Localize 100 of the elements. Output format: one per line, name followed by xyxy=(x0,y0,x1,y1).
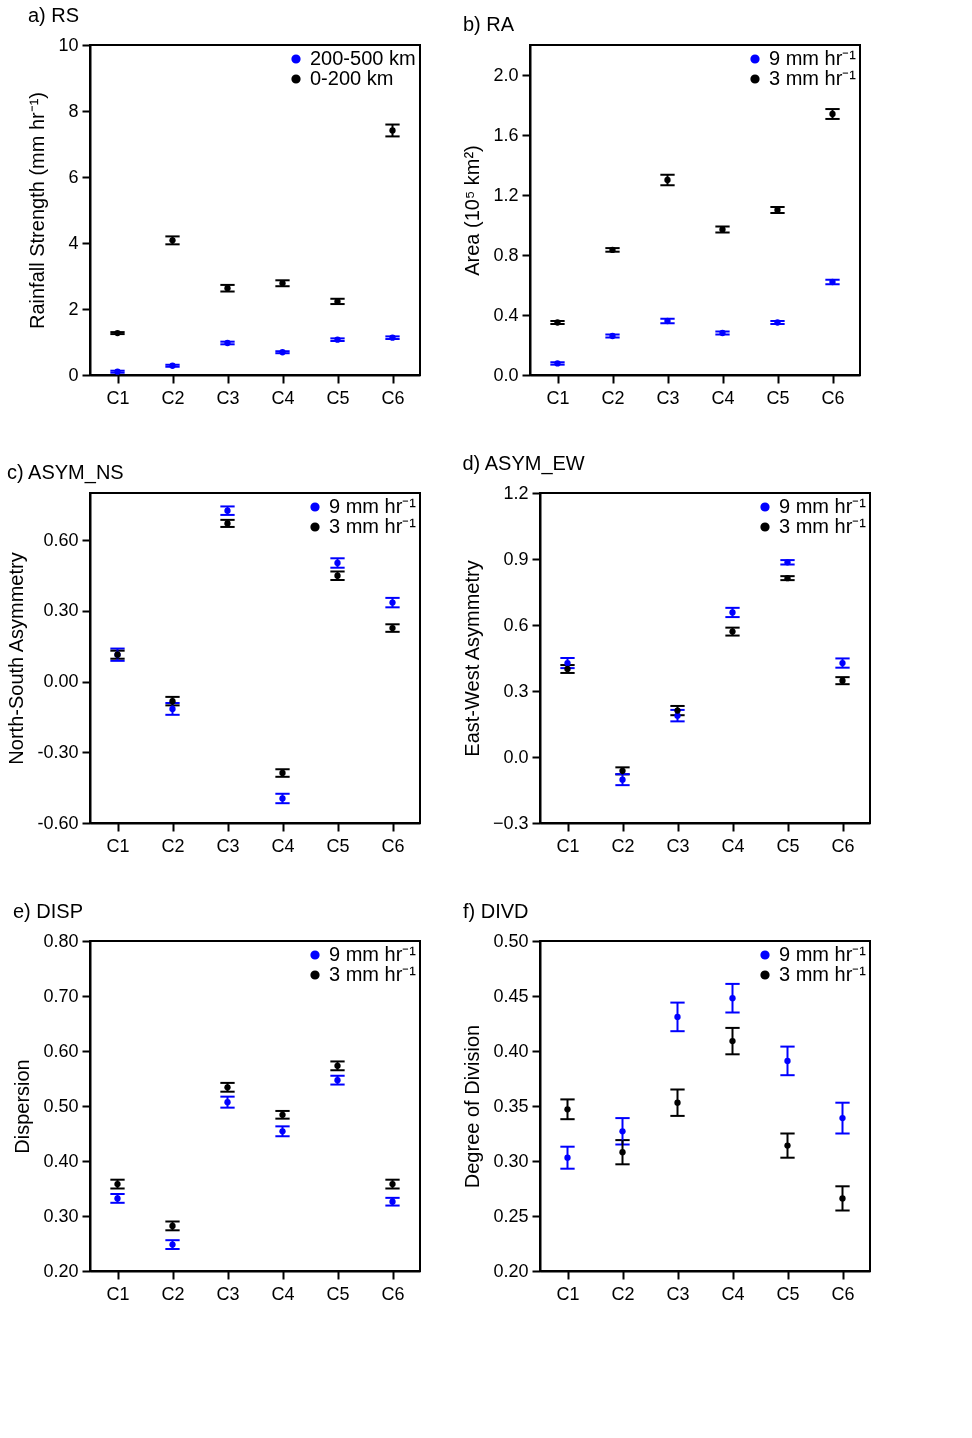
x-tick-label: C5 xyxy=(776,1283,800,1304)
x-tick-label: C3 xyxy=(216,387,240,408)
y-tick-label: 0.0 xyxy=(503,746,529,767)
x-tick-label: C3 xyxy=(666,1283,690,1304)
legend-label: 0-200 km xyxy=(310,67,394,89)
y-tick-label: 8 xyxy=(68,100,79,121)
legend-label: 3 mm hr⁻¹ xyxy=(779,963,867,985)
y-tick-label: 0.4 xyxy=(493,304,519,325)
point xyxy=(674,1013,681,1021)
y-tick-label: 1.6 xyxy=(493,124,519,145)
y-tick-label: −0.3 xyxy=(492,812,529,833)
point xyxy=(839,1195,846,1202)
legend-label: 9 mm hr⁻¹ xyxy=(329,495,417,517)
point xyxy=(674,1099,681,1106)
point xyxy=(729,995,736,1002)
x-tick-label: C4 xyxy=(271,387,295,408)
x-tick-label: C2 xyxy=(161,387,185,408)
chart-title: f) DIVD xyxy=(462,900,529,922)
y-tick-label: 0.50 xyxy=(43,1095,79,1116)
y-tick-label: 0.45 xyxy=(493,985,529,1006)
legend-label: 200-500 km xyxy=(310,47,416,69)
legend-label: 9 mm hr⁻¹ xyxy=(779,495,867,517)
y-tick-label: 0.35 xyxy=(493,1095,529,1116)
y-axis-title: East-West Asymmetry xyxy=(460,560,483,757)
y-tick-label: 0.9 xyxy=(503,548,529,569)
x-tick-label: C5 xyxy=(326,1283,350,1304)
x-tick-label: C5 xyxy=(776,835,800,856)
chart-title: a) RS xyxy=(27,4,80,26)
legend-label: 9 mm hr⁻¹ xyxy=(329,943,417,965)
x-tick-label: C3 xyxy=(216,835,240,856)
legend-label: 3 mm hr⁻¹ xyxy=(329,963,417,985)
y-tick-label: 0.60 xyxy=(43,1040,79,1061)
y-axis-title: Degree of Division xyxy=(461,1024,484,1189)
y-tick-label: 0.6 xyxy=(503,614,529,635)
y-tick-label: 0.30 xyxy=(43,600,79,621)
x-tick-label: C6 xyxy=(831,1283,855,1304)
point xyxy=(839,1114,846,1122)
x-tick-label: C5 xyxy=(326,835,350,856)
x-tick-label: C3 xyxy=(656,387,680,408)
x-tick-label: C4 xyxy=(721,835,745,856)
x-tick-label: C3 xyxy=(216,1283,240,1304)
y-tick-label: 2 xyxy=(68,298,79,319)
y-tick-label: 0.80 xyxy=(43,930,79,951)
y-tick-label: 0.20 xyxy=(493,1260,529,1281)
y-tick-label: -0.60 xyxy=(37,812,79,833)
y-tick-label: -0.30 xyxy=(37,741,79,762)
x-tick-label: C6 xyxy=(381,1283,405,1304)
x-tick-label: C4 xyxy=(721,1283,745,1304)
x-tick-label: C1 xyxy=(106,387,130,408)
y-tick-label: 0.30 xyxy=(43,1205,79,1226)
x-tick-label: C6 xyxy=(831,835,855,856)
point xyxy=(389,127,396,134)
x-tick-label: C4 xyxy=(271,1283,295,1304)
x-tick-label: C4 xyxy=(271,835,295,856)
x-tick-label: C1 xyxy=(106,1283,130,1304)
y-tick-label: 0 xyxy=(68,364,79,385)
chart-title: d) ASYM_EW xyxy=(462,452,585,475)
y-tick-label: 1.2 xyxy=(503,482,529,503)
y-tick-label: 0.40 xyxy=(43,1150,79,1171)
x-tick-label: C1 xyxy=(556,1283,580,1304)
point xyxy=(619,776,626,783)
legend-label: 3 mm hr⁻¹ xyxy=(329,515,417,537)
y-tick-label: 0.70 xyxy=(43,985,79,1006)
y-tick-label: 0.20 xyxy=(43,1260,79,1281)
x-tick-label: C2 xyxy=(611,835,635,856)
x-tick-label: C2 xyxy=(601,387,625,408)
x-tick-label: C2 xyxy=(611,1283,635,1304)
y-tick-label: 1.2 xyxy=(493,184,519,205)
point xyxy=(619,1128,626,1135)
legend-label: 9 mm hr⁻¹ xyxy=(779,943,867,965)
chart-title: c) ASYM_NS xyxy=(6,461,124,484)
y-tick-label: 0.30 xyxy=(493,1150,529,1171)
x-tick-label: C2 xyxy=(161,1283,185,1304)
x-tick-label: C4 xyxy=(711,387,735,408)
x-tick-label: C1 xyxy=(106,835,130,856)
x-tick-label: C5 xyxy=(766,387,790,408)
y-tick-label: 0.8 xyxy=(493,244,519,265)
point xyxy=(784,1142,791,1149)
y-tick-label: 0.40 xyxy=(493,1040,529,1061)
y-tick-label: 0.3 xyxy=(503,680,529,701)
y-tick-label: 10 xyxy=(58,34,79,55)
x-tick-label: C1 xyxy=(556,835,580,856)
y-tick-label: 0.00 xyxy=(43,671,79,692)
y-tick-label: 0.60 xyxy=(43,529,79,550)
y-axis-title: Area (10⁵ km²) xyxy=(461,145,484,276)
legend-label: 9 mm hr⁻¹ xyxy=(769,47,857,69)
x-tick-label: C6 xyxy=(381,387,405,408)
point xyxy=(784,1057,791,1065)
x-tick-label: C5 xyxy=(326,387,350,408)
y-tick-label: 0.0 xyxy=(493,364,519,385)
y-tick-label: 0.25 xyxy=(493,1205,529,1226)
y-axis-title: Dispersion xyxy=(11,1059,34,1154)
x-tick-label: C6 xyxy=(381,835,405,856)
legend-label: 3 mm hr⁻¹ xyxy=(769,67,857,89)
chart-title: e) DISP xyxy=(12,900,83,922)
point xyxy=(564,1106,571,1113)
point xyxy=(729,1037,736,1045)
x-tick-label: C6 xyxy=(821,387,845,408)
x-tick-label: C2 xyxy=(161,835,185,856)
y-tick-label: 2.0 xyxy=(493,64,519,85)
